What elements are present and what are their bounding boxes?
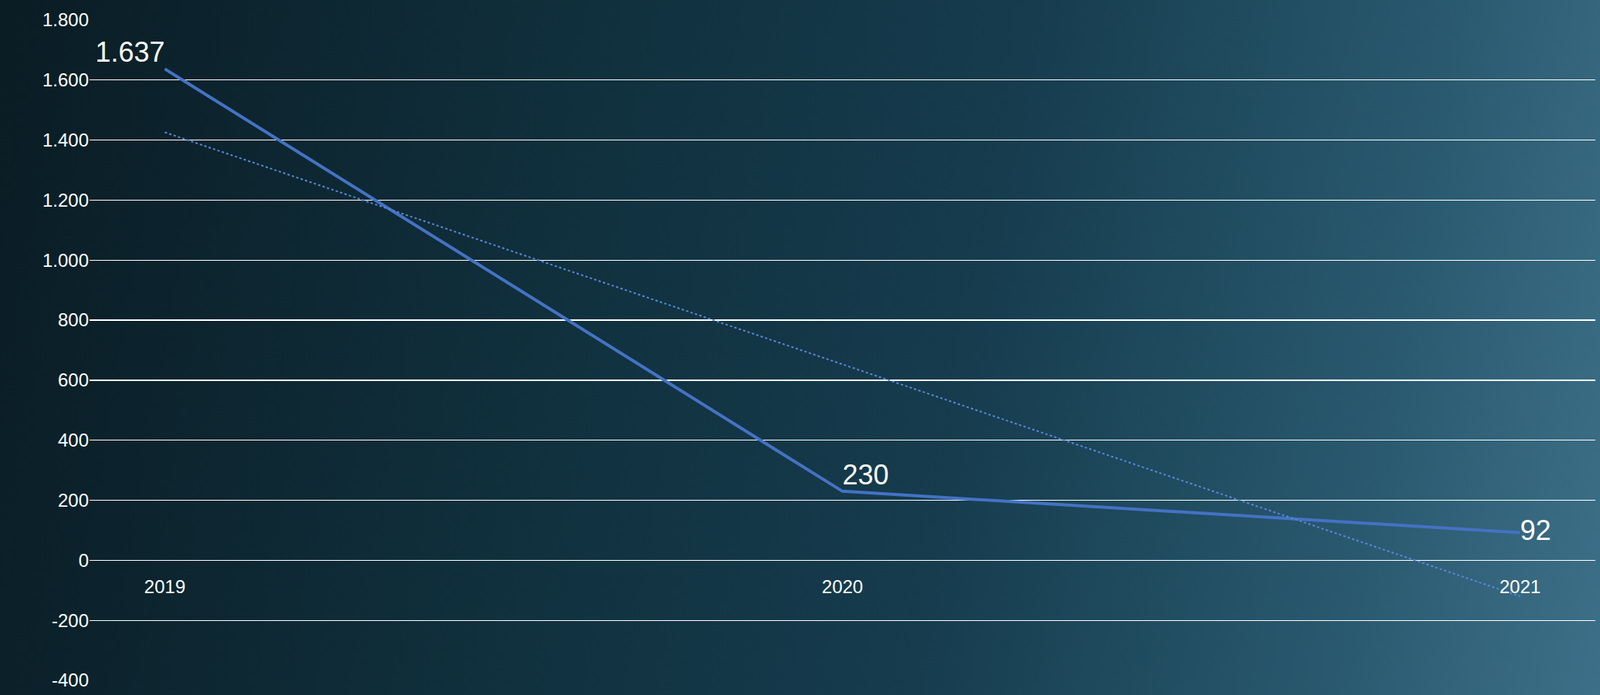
svg-text:1.200: 1.200 — [42, 189, 89, 211]
svg-text:400: 400 — [57, 429, 89, 451]
svg-text:0: 0 — [78, 550, 89, 572]
svg-text:1.637: 1.637 — [94, 36, 165, 68]
svg-text:800: 800 — [57, 309, 89, 331]
svg-text:1.000: 1.000 — [42, 250, 89, 271]
svg-text:92: 92 — [1519, 514, 1551, 547]
svg-text:-400: -400 — [51, 669, 89, 691]
svg-text:1.600: 1.600 — [42, 69, 89, 91]
svg-text:200: 200 — [57, 490, 89, 511]
svg-text:-200: -200 — [51, 610, 89, 632]
svg-text:2019: 2019 — [144, 576, 186, 598]
svg-text:600: 600 — [57, 369, 89, 391]
svg-text:1.400: 1.400 — [42, 129, 89, 151]
svg-text:1.800: 1.800 — [42, 9, 89, 31]
svg-text:2021: 2021 — [1499, 576, 1541, 598]
svg-text:2020: 2020 — [821, 576, 863, 598]
svg-text:230: 230 — [842, 459, 890, 491]
